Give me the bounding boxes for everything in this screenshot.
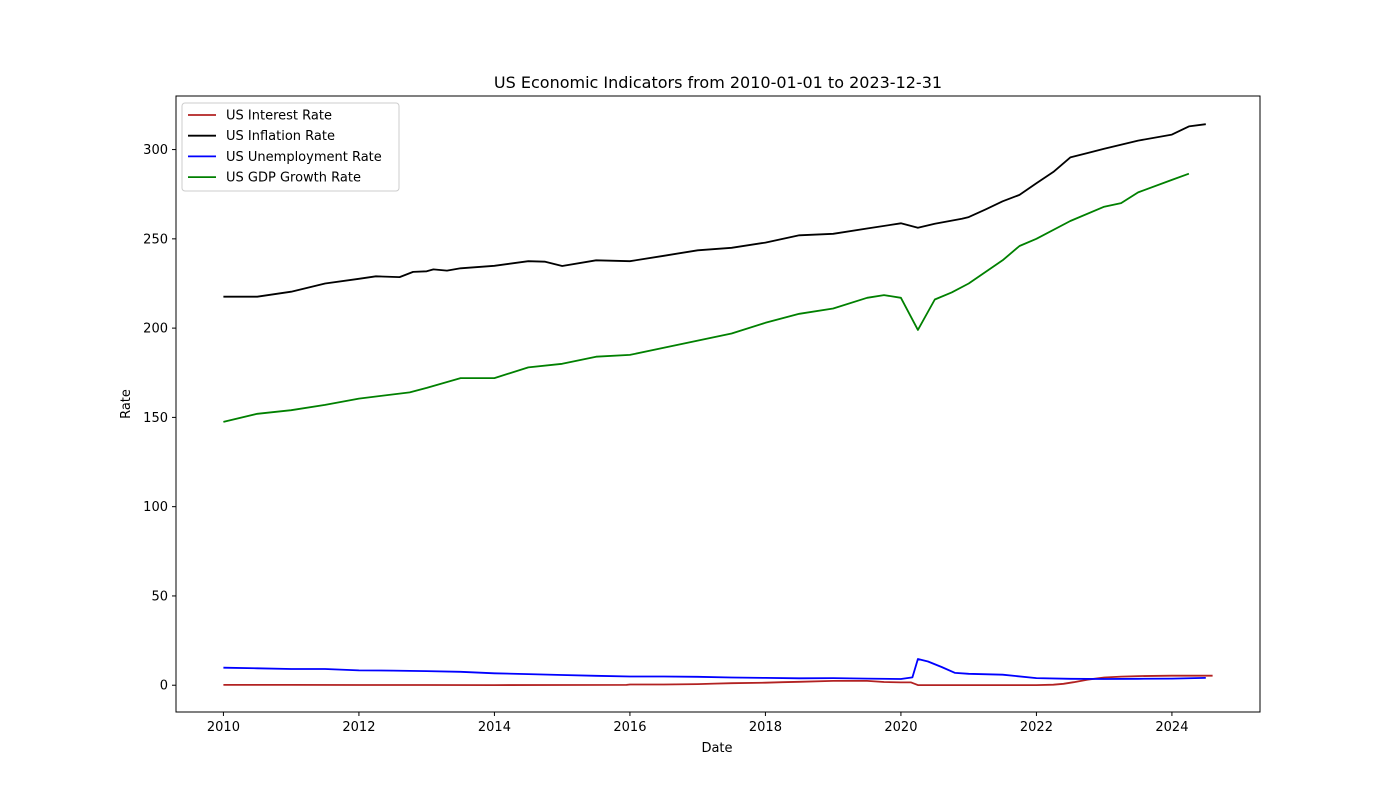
y-tick-label: 0 [160, 679, 168, 694]
y-tick-label: 250 [143, 232, 168, 247]
plot-area [175, 95, 1261, 713]
legend-entry-label: US Inflation Rate [226, 129, 335, 144]
x-tick-label: 2014 [478, 720, 511, 735]
legend-entry-label: US Interest Rate [226, 109, 332, 124]
x-tick-label: 2016 [613, 720, 646, 735]
x-tick-label: 2018 [749, 720, 782, 735]
plot-frame [175, 95, 1261, 713]
x-axis-label: Date [701, 741, 732, 756]
series-line-us-interest-rate [223, 674, 1213, 686]
y-tick-label: 150 [143, 411, 168, 426]
legend: US Interest Rate US Inflation Rate US Unem… [181, 102, 400, 192]
x-tick-label: 2024 [1155, 720, 1188, 735]
legend-box [181, 102, 400, 192]
series-group [223, 123, 1213, 686]
y-tick-label: 300 [143, 143, 168, 158]
x-tick-label: 2020 [884, 720, 917, 735]
x-tick-label: 2012 [342, 720, 375, 735]
legend-entry-label: US GDP Growth Rate [226, 171, 361, 186]
legend-entry-label: US Unemployment Rate [226, 150, 382, 165]
x-tick-label: 2010 [207, 720, 240, 735]
y-tick-label: 50 [151, 589, 168, 604]
y-axis-label: Rate [119, 389, 134, 419]
series-line-us-gdp-growth-rate [223, 172, 1190, 423]
series-line-us-inflation-rate [223, 123, 1206, 298]
plot-background [176, 96, 1260, 712]
y-tick-label: 100 [143, 500, 168, 515]
chart-title: US Economic Indicators from 2010-01-01 t… [494, 73, 942, 92]
x-tick-label: 2022 [1020, 720, 1053, 735]
y-axis: 0 50 100 150 200 250 300 [143, 143, 176, 694]
y-tick-label: 200 [143, 322, 168, 337]
x-axis: 2010 2012 2014 2016 2018 2020 2022 2024 [207, 712, 1188, 735]
series-line-us-unemployment-rate [223, 658, 1206, 680]
